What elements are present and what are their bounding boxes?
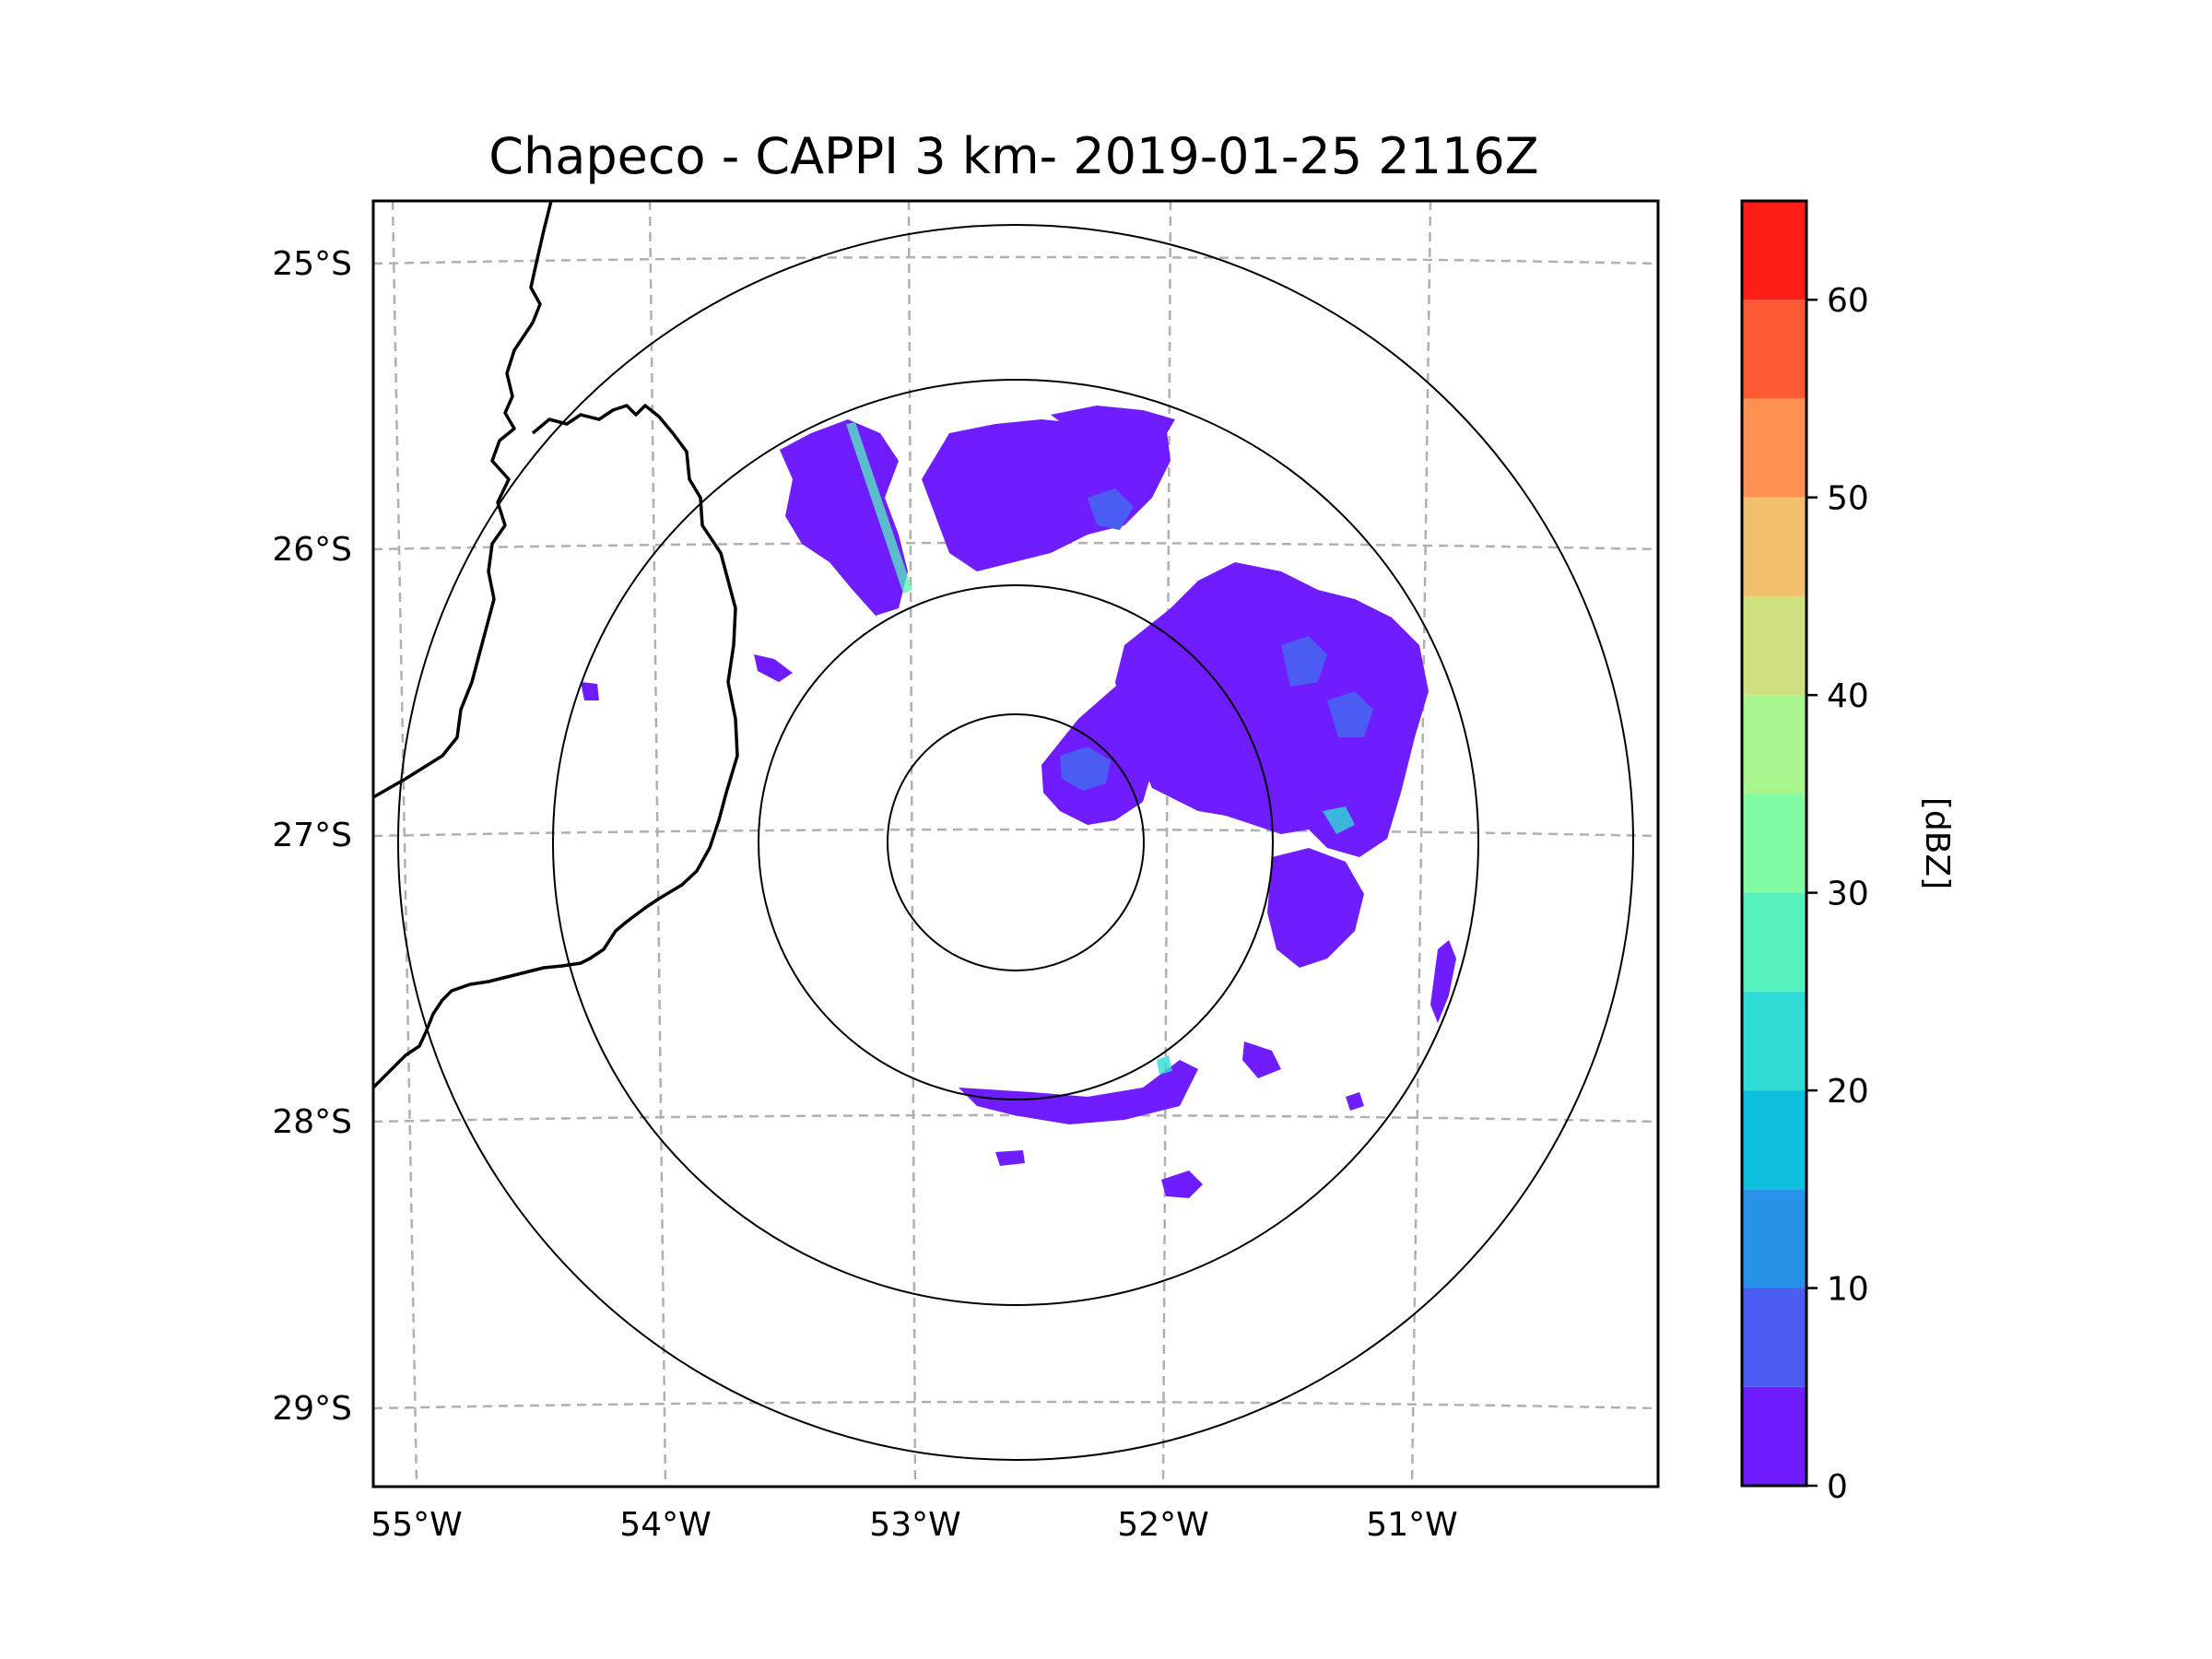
echo-streak	[846, 422, 912, 594]
range-ring-150km	[552, 379, 1479, 1306]
x-tick-label: 53°W	[869, 1506, 960, 1544]
range-ring-50km	[887, 713, 1145, 971]
y-tick-label: 26°S	[272, 531, 352, 569]
colorbar-segment	[1742, 300, 1806, 399]
colorbar-label: [dBZ]	[1918, 797, 1956, 889]
grid-lon-55w	[391, 201, 418, 1487]
grid-lon-51w	[1410, 201, 1432, 1487]
grid-lat-27s	[373, 828, 1658, 838]
grid-lon-53w	[907, 201, 917, 1487]
colorbar-segment	[1742, 1386, 1806, 1486]
colorbar-segment	[1742, 1090, 1806, 1190]
chart-title: Chapeco - CAPPI 3 km- 2019-01-25 2116Z	[488, 127, 1538, 185]
country-borders	[373, 201, 739, 1089]
echo-cluster-north	[922, 415, 1171, 571]
colorbar-segment	[1742, 497, 1806, 596]
graticule	[373, 201, 1658, 1487]
grid-lat-28s	[373, 1113, 1658, 1124]
colorbar-segment	[1742, 1189, 1806, 1288]
colorbar-segment	[1742, 991, 1806, 1091]
x-axis-labels: 55°W 54°W 53°W 52°W 51°W	[371, 1506, 1457, 1544]
y-tick-label: 28°S	[272, 1103, 352, 1141]
grid-lon-52w	[1161, 201, 1172, 1487]
colorbar-segment	[1742, 201, 1806, 300]
grid-lat-25s	[373, 255, 1658, 265]
echo-core-stronger	[1060, 488, 1373, 791]
border-argentina-brazil	[373, 404, 739, 1089]
colorbar-segment	[1742, 398, 1806, 498]
echo-cell-southeast-small	[1161, 1171, 1203, 1198]
range-rings	[397, 224, 1634, 1461]
echo-cells-south	[959, 1060, 1198, 1124]
border-paraguay-argentina	[373, 201, 553, 799]
y-tick-label: 27°S	[272, 817, 352, 854]
colorbar-segment	[1742, 794, 1806, 893]
colorbar-tick-label: 0	[1827, 1468, 1848, 1506]
colorbar-segment	[1742, 1288, 1806, 1387]
range-ring-100km	[758, 584, 1274, 1100]
x-tick-label: 52°W	[1117, 1506, 1208, 1544]
colorbar-tick-label: 60	[1827, 282, 1869, 320]
echo-cell-east-edge	[1430, 940, 1456, 1023]
grid-lon-54w	[648, 201, 667, 1487]
y-axis-labels: 25°S 26°S 27°S 28°S 29°S	[272, 245, 352, 1428]
y-tick-label: 25°S	[272, 245, 352, 283]
map-frame	[371, 199, 1660, 1488]
x-tick-label: 54°W	[619, 1506, 711, 1544]
colorbar-frame	[1740, 199, 1808, 1488]
echo-cell-west-center	[754, 654, 793, 682]
colorbar: 0 10 20 30 40 50 60	[1740, 199, 1869, 1506]
echo-cells-scattered-south	[995, 1041, 1364, 1166]
colorbar-tick-label: 30	[1827, 876, 1869, 913]
echo-band-east	[1115, 562, 1429, 857]
echo-cluster-northwest	[780, 419, 908, 616]
echo-cluster-northeast-top	[1051, 406, 1175, 452]
colorbar-tick-label: 40	[1827, 677, 1869, 715]
echo-cluster-southeast	[1267, 848, 1364, 968]
radar-echoes	[581, 406, 1456, 1198]
colorbar-tick-label: 10	[1827, 1271, 1869, 1309]
echo-cluster-near-site	[1041, 664, 1161, 825]
grid-lat-29s	[373, 1400, 1658, 1410]
x-tick-label: 51°W	[1366, 1506, 1457, 1544]
colorbar-tick-label: 50	[1827, 480, 1869, 518]
y-tick-label: 29°S	[272, 1390, 352, 1428]
colorbar-segment	[1742, 892, 1806, 992]
range-ring-200km	[397, 224, 1634, 1461]
colorbar-segment	[1742, 595, 1806, 696]
echo-cell-west	[581, 682, 599, 700]
x-tick-label: 55°W	[371, 1506, 462, 1544]
colorbar-tick-label: 20	[1827, 1073, 1869, 1111]
colorbar-segment	[1742, 695, 1806, 794]
